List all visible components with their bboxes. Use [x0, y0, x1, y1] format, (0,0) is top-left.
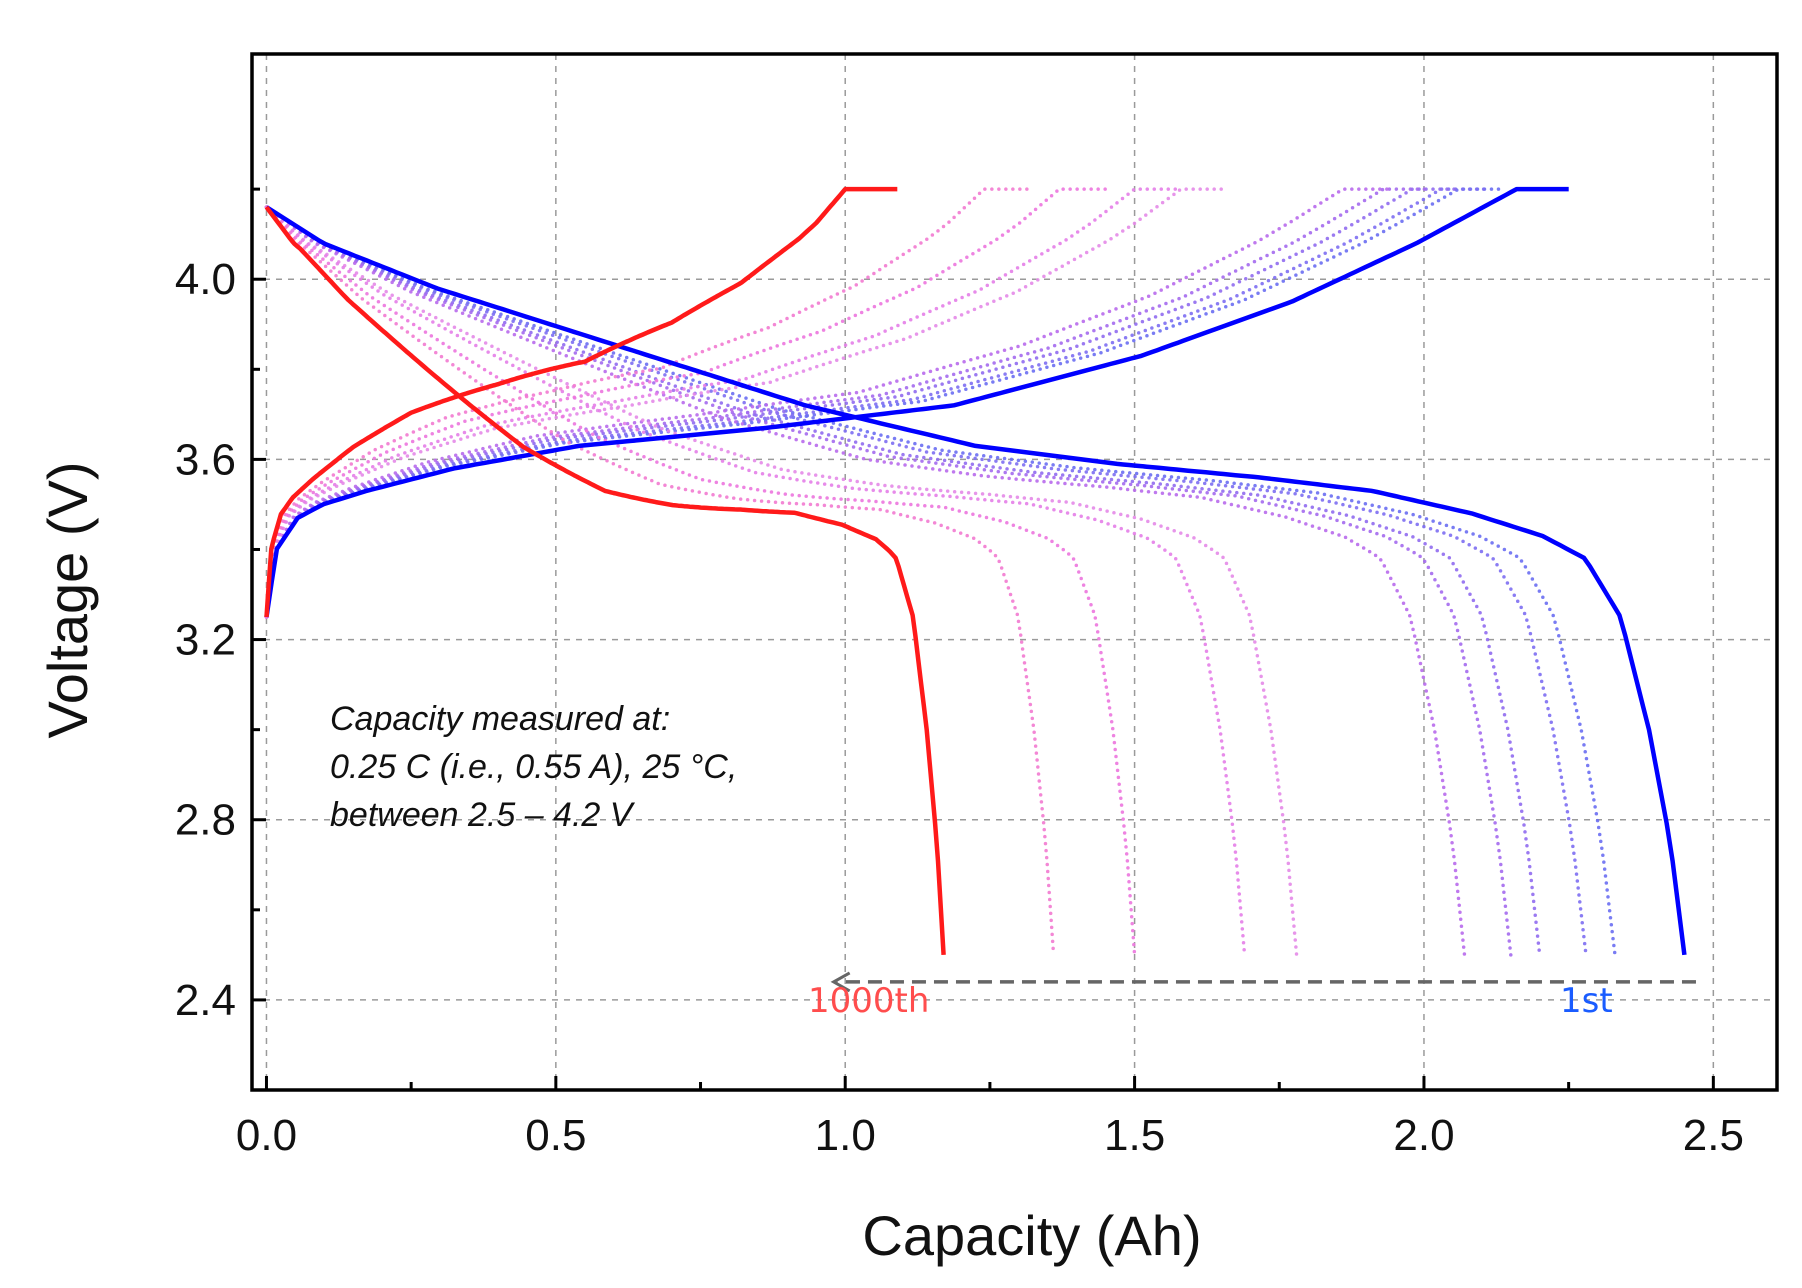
y-tick-label: 2.4 — [175, 976, 236, 1025]
charge-curve — [264, 187, 1490, 619]
x-tick-label: 0.0 — [236, 1111, 297, 1160]
charge-curve — [264, 187, 1461, 619]
discharge-curve — [264, 205, 1056, 957]
charge-curve — [264, 187, 1033, 619]
series-cycle-d — [264, 187, 1542, 957]
last-cycle-label: 1000th — [808, 981, 929, 1021]
first-cycle-label: 1st — [1560, 981, 1613, 1021]
charge-curve — [264, 186, 1569, 618]
y-tick-label: 3.6 — [175, 435, 236, 484]
series-cycle-j — [264, 187, 1056, 957]
discharge-curve — [264, 205, 1588, 957]
measurement-annotation: Capacity measured at: 0.25 C (i.e., 0.55… — [330, 700, 737, 834]
y-tick-label: 3.2 — [175, 616, 236, 665]
y-tick-label: 4.0 — [175, 255, 236, 304]
arrow-head — [830, 971, 851, 993]
cycle-direction-arrow — [830, 971, 1696, 993]
series-cycle-e — [264, 187, 1513, 957]
x-tick-label: 0.5 — [525, 1111, 586, 1160]
series-cycle-f — [264, 187, 1467, 957]
charge-curve — [264, 187, 1391, 619]
discharge-curve — [264, 205, 1299, 957]
x-tick-label: 2.0 — [1393, 1111, 1454, 1160]
annotation-line-1: Capacity measured at: — [330, 700, 670, 738]
series-cycle-g — [264, 187, 1299, 957]
charge-curve — [264, 187, 1108, 619]
charge-curve — [264, 187, 1507, 619]
discharge-curve — [264, 205, 1617, 957]
series-cycle-c — [264, 187, 1588, 957]
y-axis-title: Voltage (V) — [36, 461, 99, 738]
plot-frame — [250, 52, 1779, 1092]
discharge-curve — [264, 205, 1513, 957]
discharge-curve — [265, 205, 1687, 956]
charge-curve — [264, 187, 1229, 619]
discharge-curve — [264, 205, 1467, 957]
discharge-curve — [264, 205, 946, 956]
discharge-curve — [264, 205, 1542, 957]
discharge-curve — [264, 205, 1247, 957]
ticks: 0.0 0.5 1.0 1.5 2.0 2.5 2.4 2.8 3.2 3.6 4.0 — [175, 187, 1744, 1160]
x-tick-label: 1.0 — [815, 1111, 876, 1160]
series-cycle-h — [264, 187, 1247, 957]
y-tick-label: 2.8 — [175, 796, 236, 845]
charge-curve — [264, 186, 898, 618]
annotation-line-2: 0.25 C (i.e., 0.55 A), 25 °C, — [330, 748, 737, 786]
x-tick-label: 2.5 — [1683, 1111, 1744, 1160]
annotation-line-3: between 2.5 – 4.2 V — [330, 796, 636, 834]
x-axis-title: Capacity (Ah) — [862, 1204, 1201, 1267]
charge-curve — [264, 187, 1183, 619]
x-tick-label: 1.5 — [1104, 1111, 1165, 1160]
series-cycle-i — [264, 187, 1137, 957]
series-layer — [264, 186, 1687, 957]
series-1st — [264, 186, 1687, 956]
series-1000th — [264, 186, 946, 956]
series-cycle-b — [264, 187, 1617, 957]
